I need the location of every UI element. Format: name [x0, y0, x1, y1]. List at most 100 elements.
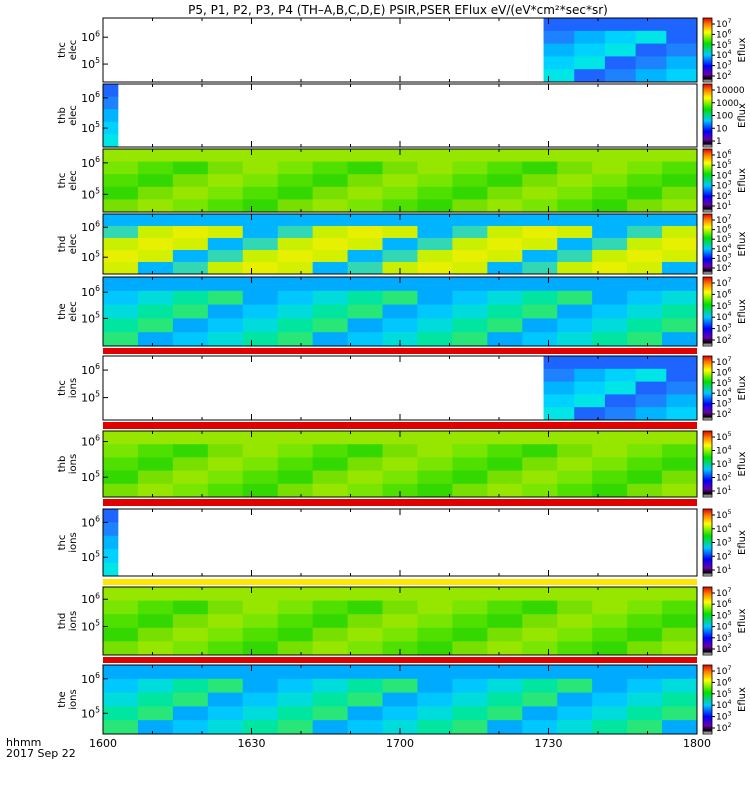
y-tick-label: 105 — [81, 310, 100, 325]
y-tick-label: 106 — [81, 29, 100, 44]
heatmap-cell — [417, 665, 453, 680]
colorbar-tick-label: 106 — [716, 676, 731, 688]
heatmap-cell — [452, 641, 488, 656]
heatmap-cell — [592, 149, 628, 163]
heatmap-cell — [347, 457, 384, 472]
heatmap-cell — [557, 277, 593, 292]
heatmap-cell — [103, 318, 139, 333]
heatmap-cell — [312, 262, 349, 275]
colorbar-tick-label: 103 — [716, 458, 731, 470]
heatmap-cell — [137, 706, 174, 721]
heatmap-cell — [487, 587, 523, 602]
separator-band — [103, 579, 697, 585]
colorbar — [702, 276, 713, 347]
heatmap-cell — [382, 678, 418, 694]
heatmap-cell — [627, 214, 663, 227]
heatmap-cell — [592, 161, 628, 175]
heatmap-cell — [557, 692, 593, 707]
colorbar-tick-label: 106 — [716, 28, 731, 40]
heatmap-cell — [172, 262, 209, 275]
heatmap-cell — [382, 214, 418, 227]
heatmap-cell — [172, 483, 209, 498]
heatmap-cell — [277, 186, 314, 200]
heatmap-cell — [522, 186, 558, 200]
heatmap-cell — [103, 332, 139, 347]
heatmap-cell — [627, 161, 663, 175]
heatmap-cell — [452, 290, 488, 306]
heatmap-cell — [347, 431, 384, 445]
heatmap-cell — [662, 431, 698, 445]
colorbar — [702, 148, 713, 213]
panel-ylabel: thdions — [57, 611, 79, 631]
heatmap-cell — [662, 587, 698, 602]
heatmap-cell — [242, 277, 279, 292]
heatmap-cell — [103, 470, 139, 485]
heatmap-cell — [277, 678, 314, 694]
heatmap-cell — [172, 431, 209, 445]
heatmap-cell — [347, 214, 384, 227]
heatmap-cell — [666, 381, 698, 395]
heatmap-cell — [312, 226, 349, 239]
heatmap-cell — [604, 18, 637, 32]
heatmap-cell — [592, 614, 628, 629]
heatmap-cell — [662, 444, 698, 458]
heatmap-cell — [277, 692, 314, 707]
heatmap-cell — [172, 226, 209, 239]
heatmap-cell — [207, 262, 244, 275]
colorbar-tick-label: 107 — [716, 356, 731, 368]
heatmap-cell — [627, 226, 663, 239]
heatmap-cell — [207, 614, 244, 629]
heatmap-cell — [543, 56, 575, 70]
colorbar — [702, 664, 713, 735]
heatmap-cell — [557, 149, 593, 163]
heatmap-cell — [312, 149, 349, 163]
colorbar-tick-label: 107 — [716, 277, 731, 289]
heatmap-cell — [522, 587, 558, 602]
heatmap-cell — [382, 277, 418, 292]
heatmap-cell — [662, 470, 698, 485]
y-tick-label: 106 — [81, 155, 100, 170]
colorbar-tick-label: 105 — [716, 688, 731, 700]
heatmap-cell — [627, 238, 663, 251]
heatmap-cell — [417, 692, 453, 707]
heatmap-cell — [277, 431, 314, 445]
heatmap-cell — [487, 277, 523, 292]
heatmap-cell — [522, 290, 558, 306]
heatmap-cell — [242, 665, 279, 680]
heatmap-cell — [382, 720, 418, 735]
heatmap-cell — [347, 614, 384, 629]
heatmap-cell — [103, 483, 139, 498]
heatmap-cell — [347, 226, 384, 239]
heatmap-cell — [627, 706, 663, 721]
heatmap-cell — [557, 238, 593, 251]
heatmap-cell — [312, 277, 349, 292]
heatmap-cell — [557, 199, 593, 213]
heatmap-cell — [172, 332, 209, 347]
colorbar-label: Eflux — [737, 608, 748, 633]
heatmap-cell — [522, 161, 558, 175]
heatmap-cell — [137, 174, 174, 188]
heatmap-cell — [592, 318, 628, 333]
colorbar-tick-label: 104 — [716, 523, 731, 535]
heatmap-cell — [347, 706, 384, 721]
heatmap-cell — [662, 149, 698, 163]
heatmap-cell — [417, 174, 453, 188]
heatmap-cell — [347, 238, 384, 251]
colorbar-tick-label: 104 — [716, 699, 731, 711]
heatmap-cell — [172, 457, 209, 472]
colorbar-tick-label: 101 — [716, 485, 731, 497]
heatmap-cell — [312, 174, 349, 188]
colorbar-tick-label: 102 — [716, 722, 731, 734]
heatmap-cell — [543, 368, 575, 383]
heatmap-cell — [574, 56, 606, 70]
heatmap-cell — [557, 290, 593, 306]
heatmap-cell — [417, 431, 453, 445]
heatmap-cell — [312, 483, 349, 498]
heatmap-cell — [382, 692, 418, 707]
heatmap-cell — [347, 678, 384, 694]
heatmap-cell — [417, 720, 453, 735]
heatmap-cell — [103, 457, 139, 472]
heatmap-cell — [662, 457, 698, 472]
heatmap-cell — [312, 304, 349, 319]
